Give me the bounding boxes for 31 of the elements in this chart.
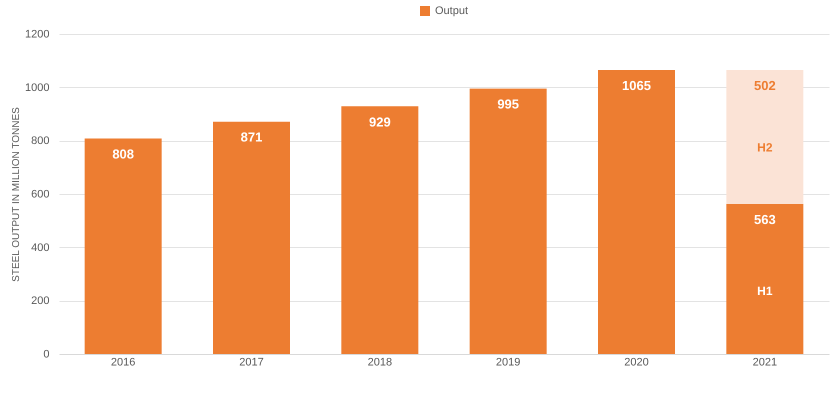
x-tick-label: 2019 — [496, 356, 520, 368]
y-tick-label: 400 — [31, 242, 50, 254]
x-tick-label: 2018 — [368, 356, 392, 368]
bar — [470, 88, 547, 354]
y-tick-label: 200 — [31, 295, 50, 308]
legend-label: Output — [435, 5, 468, 17]
bar — [726, 204, 804, 354]
data-label: 871 — [240, 130, 262, 145]
data-label: 563 — [754, 212, 776, 227]
annotation: H1 — [757, 284, 773, 298]
bar — [726, 70, 804, 204]
x-tick-label: 2017 — [239, 356, 264, 368]
x-tick-label: 2020 — [624, 356, 649, 368]
bar — [84, 138, 162, 354]
y-tick-label: 800 — [31, 135, 50, 148]
y-axis-title: STEEL OUTPUT IN MILLION TONNES — [11, 106, 22, 282]
bar — [213, 122, 290, 354]
data-label: 502 — [754, 78, 776, 93]
x-tick-label: 2016 — [110, 356, 136, 368]
data-label: 929 — [368, 114, 391, 130]
bar — [341, 106, 418, 354]
y-tick-label: 0 — [43, 348, 50, 360]
data-label: 1065 — [622, 78, 651, 93]
y-tick-label: 600 — [31, 188, 50, 200]
y-tick-label: 1200 — [25, 28, 50, 40]
data-label: 995 — [497, 96, 520, 112]
x-tick-label: 2021 — [752, 356, 778, 368]
data-label: 808 — [112, 146, 134, 162]
y-tick-label: 1000 — [25, 82, 50, 94]
bar — [598, 70, 675, 354]
annotation: H2 — [757, 140, 773, 155]
